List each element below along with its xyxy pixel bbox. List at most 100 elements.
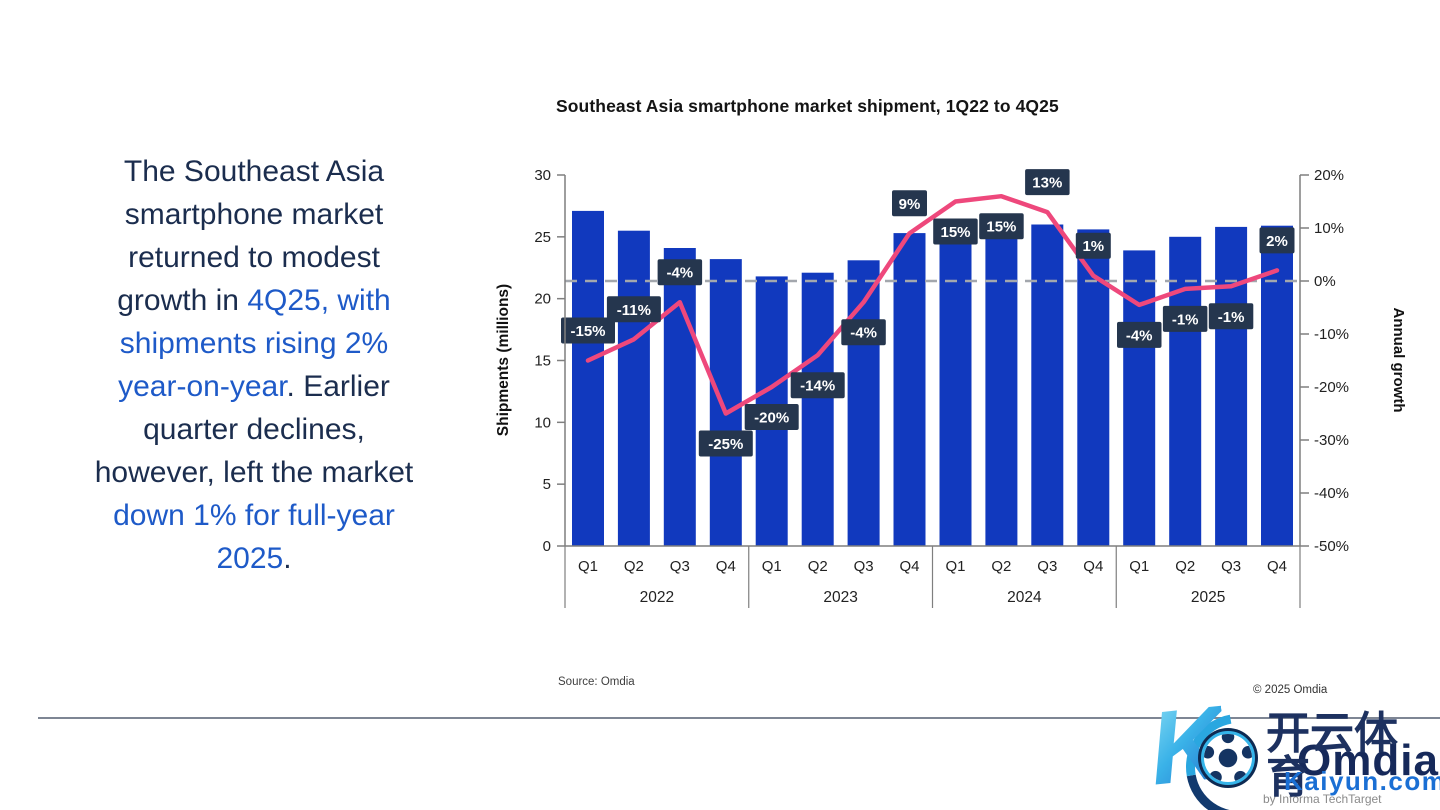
kaiyun-url-text: Kaiyun.com (1284, 766, 1440, 796)
bar-Q3-2023 (847, 260, 880, 546)
bar-Q2-2022 (617, 230, 650, 546)
growth-label: -4% (666, 265, 693, 282)
growth-label-box (1259, 227, 1295, 254)
bar-Q1-2025 (1123, 250, 1156, 546)
x-tick-quarter: Q3 (854, 558, 874, 575)
x-tick-quarter: Q1 (1129, 558, 1149, 575)
soccer-ball-icon (1201, 731, 1255, 785)
growth-label: 2% (1266, 233, 1288, 250)
growth-label-box (790, 372, 845, 399)
growth-label: -11% (617, 302, 651, 319)
growth-label: 15% (986, 219, 1016, 236)
x-tick-quarter: Q3 (670, 558, 690, 575)
bar-Q3-2022 (663, 248, 696, 546)
growth-label-box (561, 317, 615, 344)
y-tick-right: -50% (1314, 538, 1349, 555)
x-tick-quarter: Q4 (899, 558, 919, 575)
commentary-line: quarter declines, (143, 413, 365, 446)
growth-line (585, 193, 1280, 416)
informa-techtarget-label: by Informa TechTarget (1263, 792, 1382, 806)
growth-label-box (744, 404, 799, 430)
growth-label-box (1162, 305, 1208, 332)
commentary-line: year-on-year. Earlier (118, 370, 390, 403)
bar-Q2-2024 (985, 226, 1018, 546)
bar-Q2-2023 (801, 272, 834, 546)
kaiyun-chinese-text: 开云体育 (1266, 709, 1398, 802)
commentary-line: down 1% for full-year (113, 499, 395, 532)
x-tick-quarter: Q1 (762, 558, 782, 575)
bar-Q4-2025 (1261, 225, 1293, 546)
commentary-line: 2025. (216, 542, 292, 575)
copyright-note: © 2025 Omdia (1253, 684, 1328, 696)
commentary-line: growth in 4Q25, with (117, 284, 391, 317)
commentary-line: shipments rising 2% (119, 327, 389, 360)
growth-label: -1% (1218, 309, 1245, 326)
y-tick-left: 10 (534, 414, 551, 431)
commentary-line: The Southeast Asia (123, 155, 385, 188)
growth-label-box (933, 218, 978, 245)
growth-label-box (1208, 303, 1254, 330)
x-tick-year: 2023 (823, 589, 857, 606)
x-tick-quarter: Q2 (624, 558, 644, 575)
x-tick-quarter: Q4 (716, 558, 736, 575)
x-tick-year: 2022 (640, 589, 674, 606)
y-tick-right: 20% (1314, 167, 1344, 184)
x-tick-year: 2025 (1191, 589, 1225, 606)
y-axis-title-right: Annual growth (1390, 308, 1407, 413)
growth-label-box (698, 430, 753, 457)
x-tick-quarter: Q2 (1175, 558, 1195, 575)
growth-label: 9% (899, 196, 921, 213)
growth-label-box (892, 190, 927, 217)
footer-divider (38, 717, 1440, 719)
y-tick-left: 15 (534, 353, 551, 370)
y-tick-left: 25 (534, 229, 551, 246)
y-tick-left: 5 (543, 476, 551, 493)
chart-plot: -15% -11% -4% -25% -20% -14% -4% 9% 15% 15% 13% 1% -… (495, 167, 1407, 608)
y-tick-right: -40% (1314, 485, 1349, 502)
y-tick-right: -10% (1314, 326, 1349, 343)
bar-Q4-2022 (709, 259, 742, 546)
y-tick-right: 0% (1314, 273, 1336, 290)
bar-Q2-2025 (1169, 236, 1202, 547)
growth-label-box (1117, 321, 1162, 348)
growth-label: -20% (754, 410, 789, 427)
x-tick-quarter: Q2 (808, 558, 828, 575)
growth-label: -14% (800, 378, 835, 395)
growth-label: 15% (940, 224, 970, 241)
omdia-wordmark: Omdia (1297, 736, 1439, 785)
growth-label-box (1075, 232, 1111, 259)
y-axis-title-left: Shipments (millions) (495, 284, 512, 436)
x-tick-quarter: Q1 (578, 558, 598, 575)
commentary-line: smartphone market (124, 198, 384, 231)
bar-Q3-2024 (1031, 224, 1064, 546)
growth-label: 1% (1082, 238, 1104, 255)
x-tick-quarter: Q4 (1267, 558, 1287, 575)
commentary-line: returned to modest (128, 241, 380, 274)
y-tick-left: 20 (534, 291, 551, 308)
bar-Q3-2025 (1215, 226, 1248, 546)
commentary-line: however, left the market (94, 456, 414, 489)
x-tick-quarter: Q4 (1083, 558, 1103, 575)
y-tick-right: 10% (1314, 220, 1344, 237)
growth-label: -4% (850, 325, 877, 342)
growth-label: -25% (708, 436, 743, 453)
x-tick-quarter: Q3 (1037, 558, 1057, 575)
bar-Q1-2022 (572, 210, 604, 546)
growth-label: -1% (1172, 311, 1199, 328)
source-note: Source: Omdia (558, 676, 635, 688)
commentary-text: The Southeast Asia smartphone market retur… (24, 150, 484, 580)
x-tick-quarter: Q1 (945, 558, 965, 575)
growth-label: 13% (1032, 175, 1062, 192)
growth-label-box (979, 213, 1024, 240)
bar-Q4-2023 (893, 233, 926, 546)
x-tick-year: 2024 (1007, 589, 1042, 606)
growth-label: -4% (1126, 327, 1153, 344)
growth-label-box (606, 296, 661, 323)
growth-label-box (657, 259, 703, 286)
y-tick-left: 30 (534, 167, 551, 184)
chart-title: Southeast Asia smartphone market shipmen… (556, 96, 1059, 116)
x-tick-quarter: Q2 (991, 558, 1011, 575)
growth-label-box (841, 319, 886, 346)
y-tick-right: -20% (1314, 379, 1349, 396)
